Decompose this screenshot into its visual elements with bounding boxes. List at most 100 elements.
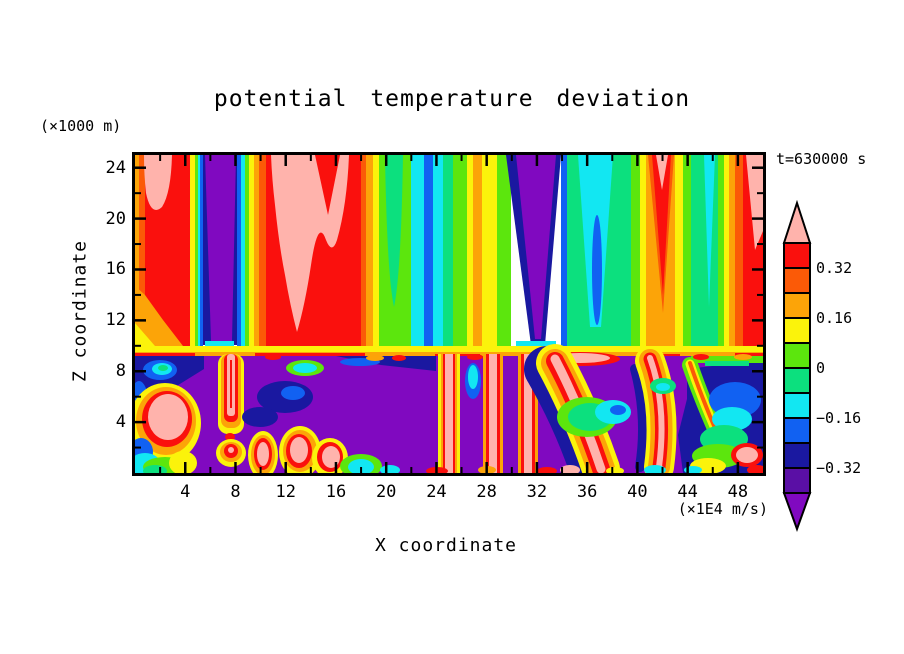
x-axis-unit: (×1E4 m/s) [677,500,768,518]
contour-plot [135,155,763,473]
contour-region [691,155,718,355]
contour-region [606,467,624,473]
contour-region [361,155,366,355]
contour-region [135,353,195,357]
page-title: potential temperature deviation [213,86,691,112]
contour-region [255,353,365,357]
x-tick-label: 4 [180,482,191,502]
contour-region [315,155,340,215]
contour-region [473,155,482,355]
contour-region [724,155,729,355]
colorbar-tick-label: 0 [816,359,826,377]
contour-region [290,437,308,463]
contour-region [704,155,715,307]
contour-region [225,433,235,441]
contour-region [228,447,234,453]
colorbar-cell [783,317,811,344]
colorbar-cell [783,342,811,369]
contour-region [265,354,281,360]
contour-region [392,355,406,361]
contour-region [366,155,373,355]
x-tick-label: 24 [426,482,447,502]
contour-region [135,323,155,346]
x-tick-label: 48 [727,482,749,502]
contour-region [293,363,317,373]
contour-region [322,446,340,468]
contour-region [190,155,195,355]
contour-region [747,465,763,473]
x-tick-label: 8 [230,482,241,502]
contour-region [259,155,266,355]
contour-region [729,155,735,355]
contour-region [443,155,453,355]
contour-region [241,155,245,355]
contour-region [656,155,668,190]
contour-region [169,451,197,473]
contour-region [242,407,278,427]
colorbar-arrow-down [782,492,812,532]
contour-region [281,386,305,400]
contour-region [693,354,709,360]
contour-region [497,155,511,355]
contour-region [647,355,665,470]
x-tick-label: 28 [476,482,497,502]
z-tick-label: 16 [105,259,126,280]
contour-region [468,365,478,389]
x-tick-label: 20 [375,482,397,502]
contour-region [237,155,241,355]
contour-region [144,155,172,210]
contour-region [195,155,198,355]
contour-region [230,360,232,408]
contour-region [139,155,145,355]
contour-region [734,354,752,360]
z-tick-label: 4 [115,412,126,433]
contour-region [482,155,497,355]
x-axis-label: X coordinate [374,535,518,556]
contour-region [148,394,188,440]
contour-region [561,155,567,355]
contour-region [200,155,203,355]
colorbar-cell [783,367,811,394]
contour-region [135,346,763,352]
colorbar-cell [783,442,811,469]
colorbar-tick-label: 0.32 [816,259,853,277]
contour-region [718,155,724,355]
colorbar-arrow-up [782,200,812,244]
contour-region [467,155,473,355]
contour-region [524,354,532,473]
contour-region [631,155,640,355]
z-axis-unit: (×1000 m) [40,117,122,135]
contour-region [683,155,691,355]
colorbar-cell [783,417,811,444]
contour-region [424,155,433,355]
time-label: t=630000 s [776,150,867,168]
x-tick-label: 16 [325,482,347,502]
contour-region [652,155,671,295]
contour-region [205,341,234,348]
contour-region [205,155,236,341]
colorbar-tick-label: −0.16 [816,409,862,427]
contour-region [656,383,670,391]
contour-region [135,286,183,346]
contour-region [245,155,249,355]
contour-region [135,155,139,355]
contour-region [592,215,602,325]
contour-region [640,155,646,355]
contour-region [691,356,763,363]
contour-region [198,155,200,355]
colorbar [782,200,812,532]
contour-region [348,459,374,473]
contour-region [467,354,483,360]
contour-region [453,155,467,355]
contour-region [373,155,379,355]
contour-region [746,155,763,250]
contour-region [516,155,556,339]
colorbar-cell [783,267,811,294]
contour-region [257,442,269,466]
x-tick-label: 36 [576,482,598,502]
contour-region [735,155,743,355]
contour-region [644,465,666,473]
contour-region [560,465,580,473]
contour-region [366,355,384,361]
